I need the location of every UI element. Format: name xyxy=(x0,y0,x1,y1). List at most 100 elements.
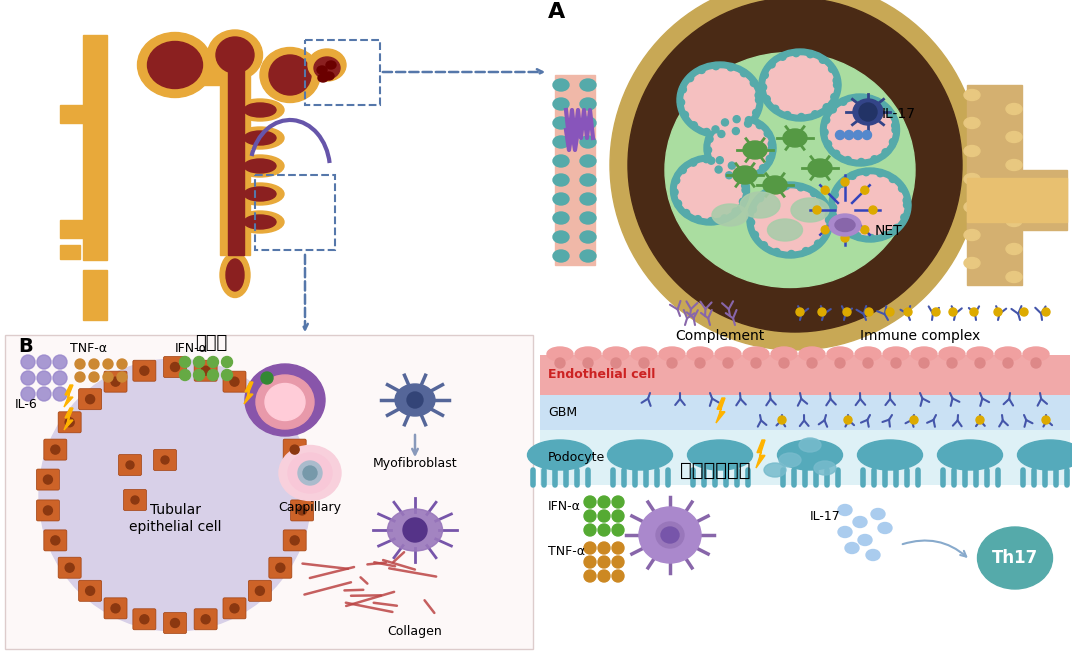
Ellipse shape xyxy=(1006,216,1022,226)
Circle shape xyxy=(788,250,794,258)
Ellipse shape xyxy=(318,74,328,82)
Ellipse shape xyxy=(678,162,743,218)
Circle shape xyxy=(830,106,836,113)
Ellipse shape xyxy=(853,517,867,528)
Circle shape xyxy=(695,358,705,368)
Text: 周细胞: 周细胞 xyxy=(195,334,227,352)
Ellipse shape xyxy=(553,155,569,167)
Circle shape xyxy=(868,235,875,241)
Ellipse shape xyxy=(938,440,1002,470)
Ellipse shape xyxy=(256,375,314,429)
Ellipse shape xyxy=(580,155,596,167)
Text: GBM: GBM xyxy=(548,405,577,419)
Ellipse shape xyxy=(148,41,203,88)
Circle shape xyxy=(667,358,678,368)
Circle shape xyxy=(863,131,872,139)
Circle shape xyxy=(815,240,821,247)
Ellipse shape xyxy=(1006,160,1022,171)
Bar xyxy=(540,355,1070,395)
Ellipse shape xyxy=(835,218,855,232)
FancyBboxPatch shape xyxy=(104,371,126,392)
Ellipse shape xyxy=(244,131,276,145)
Circle shape xyxy=(842,234,849,242)
Circle shape xyxy=(131,496,139,504)
Circle shape xyxy=(904,308,912,316)
Ellipse shape xyxy=(964,145,980,156)
Circle shape xyxy=(869,206,877,214)
Circle shape xyxy=(678,99,685,106)
Circle shape xyxy=(751,358,761,368)
Ellipse shape xyxy=(687,347,713,361)
Circle shape xyxy=(932,308,940,316)
Bar xyxy=(540,430,1070,485)
Circle shape xyxy=(255,395,265,404)
Circle shape xyxy=(831,94,838,101)
Circle shape xyxy=(798,114,805,120)
Circle shape xyxy=(276,418,285,427)
Ellipse shape xyxy=(911,347,937,361)
Ellipse shape xyxy=(964,230,980,241)
Text: Cappillary: Cappillary xyxy=(279,501,342,514)
Circle shape xyxy=(755,92,762,99)
Ellipse shape xyxy=(208,30,263,80)
Circle shape xyxy=(111,604,120,613)
Circle shape xyxy=(849,173,857,179)
Circle shape xyxy=(839,98,847,105)
Ellipse shape xyxy=(967,347,993,361)
FancyBboxPatch shape xyxy=(104,598,126,619)
Ellipse shape xyxy=(763,176,787,194)
Circle shape xyxy=(222,356,233,368)
Circle shape xyxy=(161,456,169,464)
Text: 足突细胞损伤: 足突细胞损伤 xyxy=(680,461,750,480)
Circle shape xyxy=(745,120,751,127)
Ellipse shape xyxy=(670,155,749,225)
Circle shape xyxy=(865,308,873,316)
Circle shape xyxy=(583,358,593,368)
Circle shape xyxy=(821,226,830,233)
Ellipse shape xyxy=(740,192,780,218)
Ellipse shape xyxy=(639,507,701,563)
Circle shape xyxy=(202,366,210,375)
Circle shape xyxy=(750,80,757,86)
Circle shape xyxy=(773,249,780,256)
Ellipse shape xyxy=(1006,131,1022,143)
Ellipse shape xyxy=(324,72,334,80)
Text: epithelial cell: epithelial cell xyxy=(129,520,221,534)
Circle shape xyxy=(870,156,878,163)
Circle shape xyxy=(38,387,51,401)
Ellipse shape xyxy=(656,522,684,548)
Circle shape xyxy=(117,372,126,382)
Ellipse shape xyxy=(236,155,284,177)
FancyBboxPatch shape xyxy=(291,500,314,521)
Circle shape xyxy=(845,156,851,164)
Circle shape xyxy=(807,51,814,58)
Circle shape xyxy=(835,358,845,368)
Circle shape xyxy=(825,212,832,219)
Circle shape xyxy=(89,359,99,369)
Ellipse shape xyxy=(779,453,801,467)
Circle shape xyxy=(598,556,610,568)
Bar xyxy=(83,270,107,320)
Bar xyxy=(967,85,1022,285)
Ellipse shape xyxy=(553,136,569,148)
FancyBboxPatch shape xyxy=(123,489,147,511)
FancyBboxPatch shape xyxy=(153,449,177,470)
Circle shape xyxy=(698,67,705,73)
Ellipse shape xyxy=(836,175,904,235)
Text: Endothelial cell: Endothelial cell xyxy=(548,368,655,381)
Ellipse shape xyxy=(547,347,574,361)
Circle shape xyxy=(680,86,686,93)
Circle shape xyxy=(772,105,778,112)
Circle shape xyxy=(715,166,723,173)
Ellipse shape xyxy=(580,250,596,262)
Circle shape xyxy=(1031,358,1041,368)
Circle shape xyxy=(831,192,838,198)
Ellipse shape xyxy=(845,543,859,553)
Ellipse shape xyxy=(858,534,872,545)
Circle shape xyxy=(810,190,818,197)
Circle shape xyxy=(877,170,883,177)
Ellipse shape xyxy=(808,159,832,177)
Circle shape xyxy=(65,418,74,427)
Circle shape xyxy=(824,141,832,148)
Ellipse shape xyxy=(964,90,980,101)
